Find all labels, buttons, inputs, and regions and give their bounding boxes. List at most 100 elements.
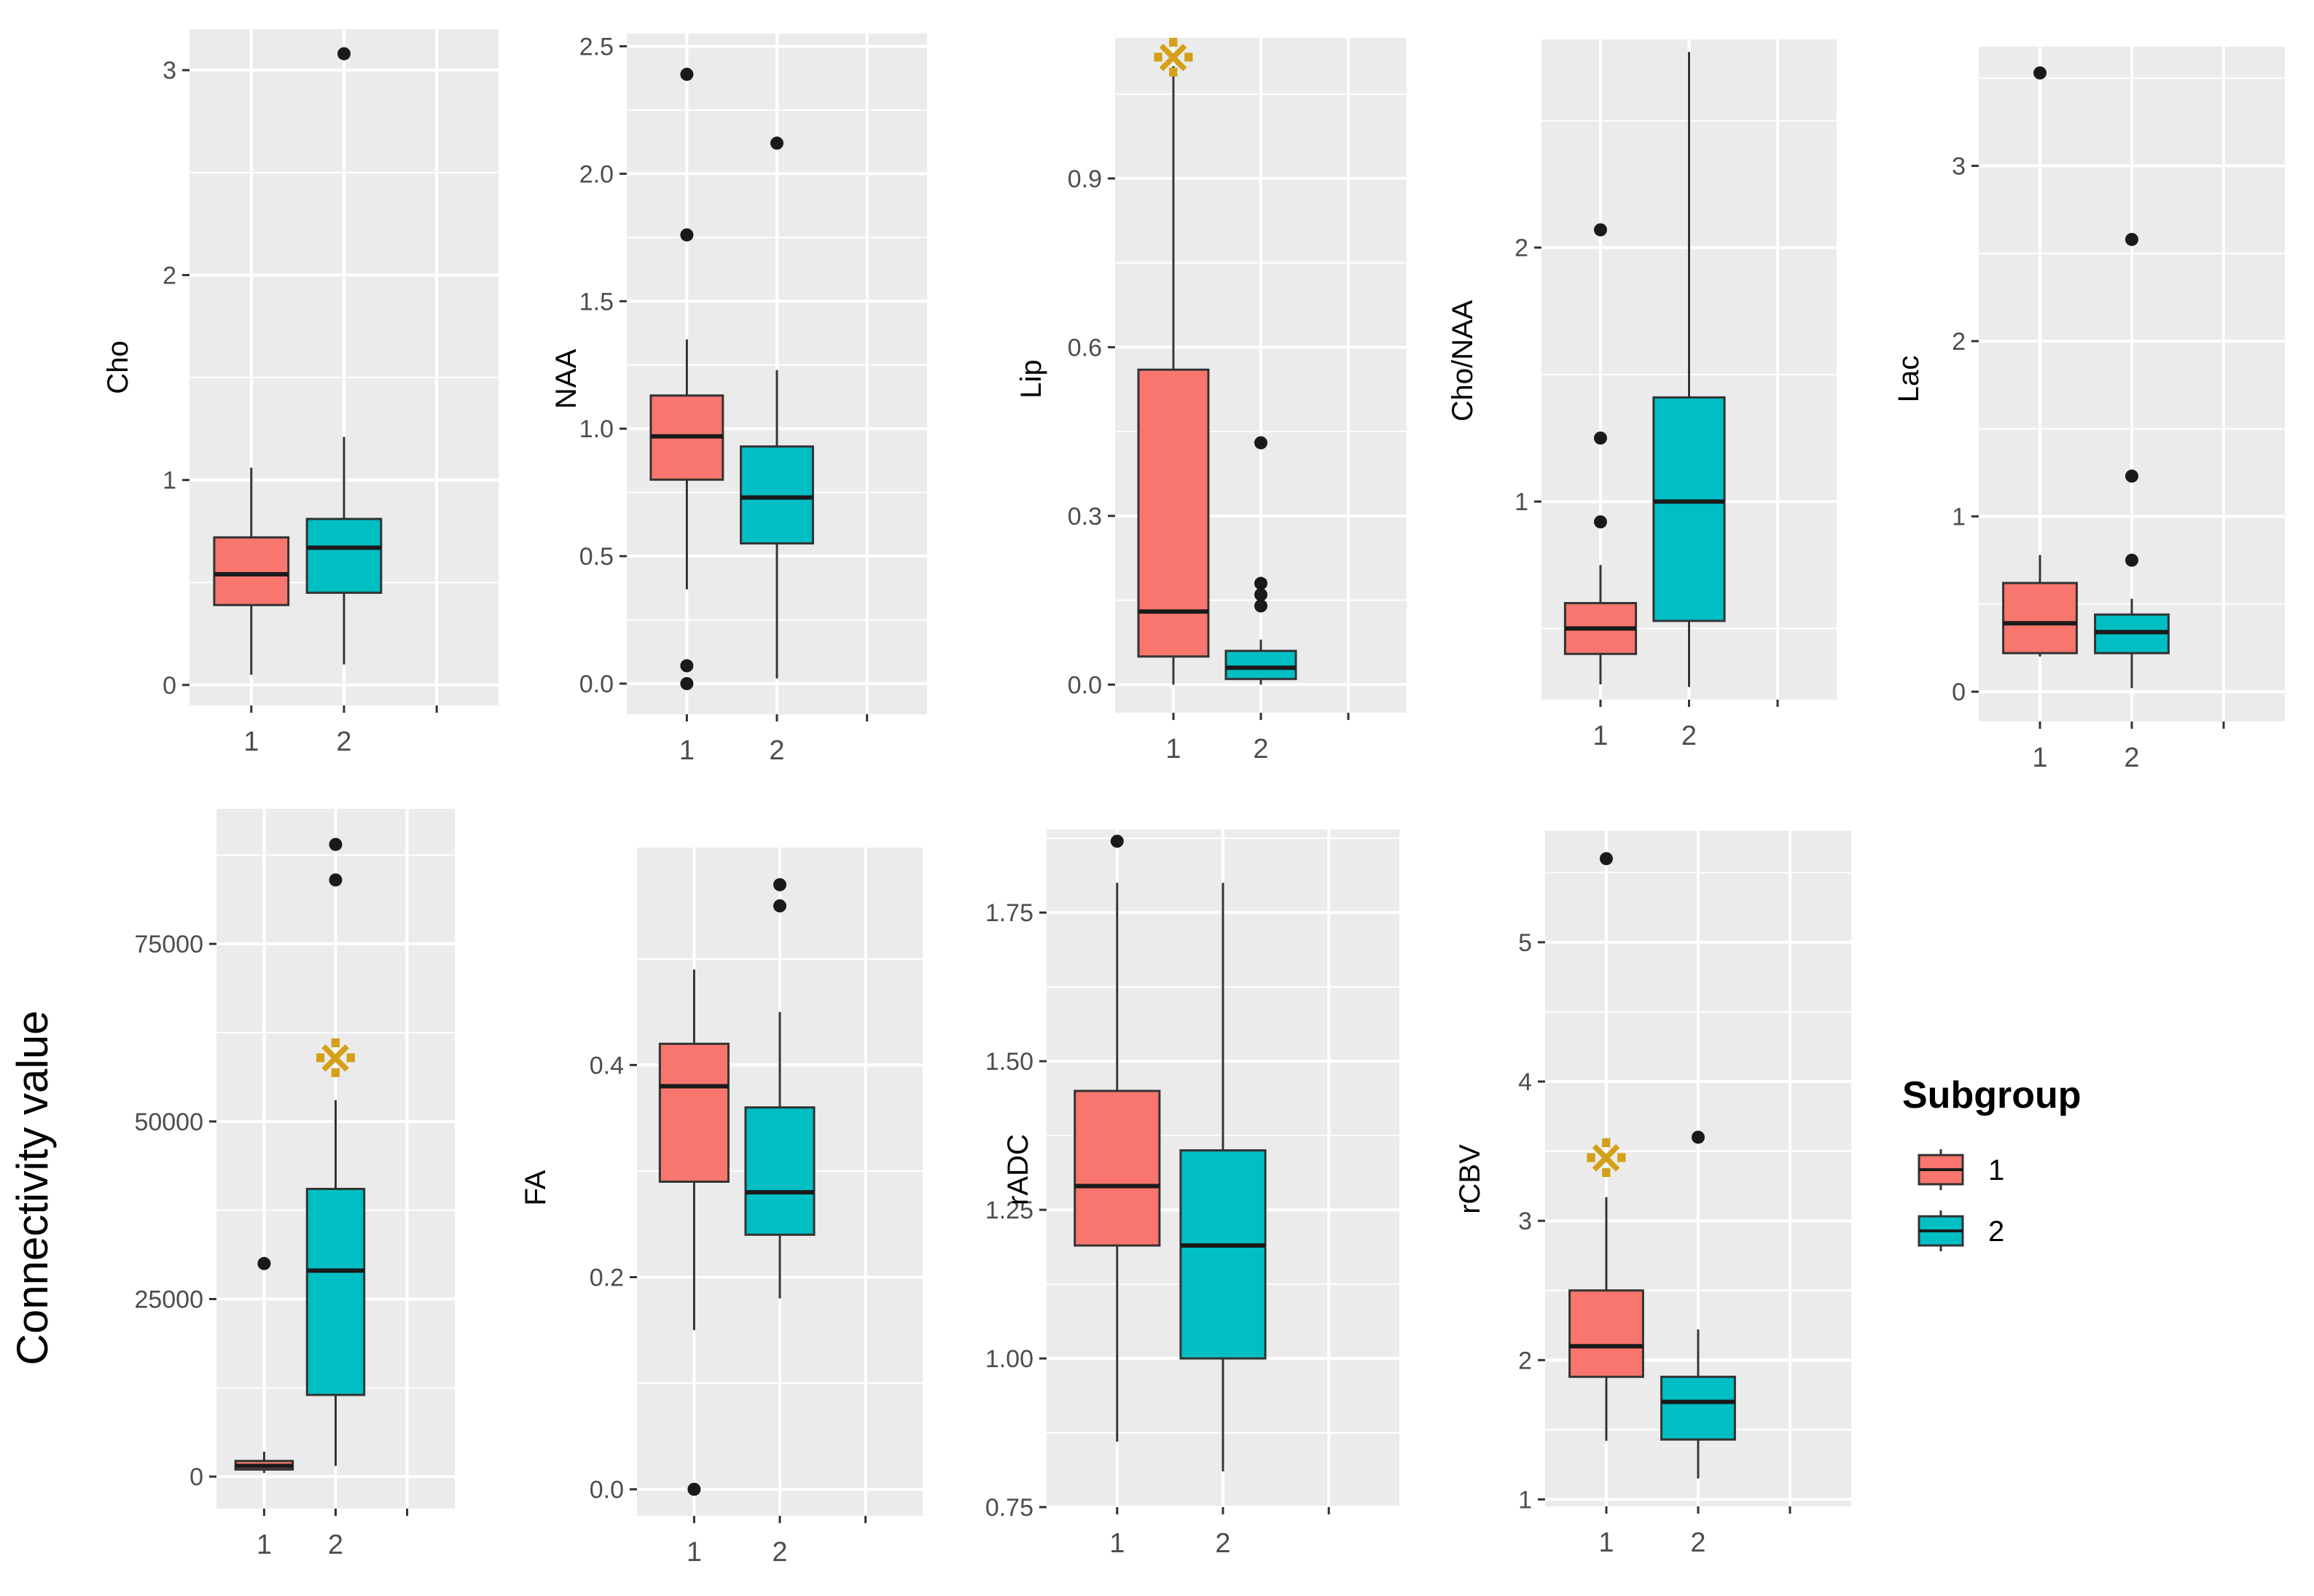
y-tick-label: 2 [1518, 1347, 1532, 1374]
x-tick-label: 1 [1109, 1528, 1125, 1559]
box-iqr [740, 445, 814, 545]
legend-label: 2 [1988, 1216, 2004, 1248]
box-group-2 [1660, 1130, 1736, 1479]
y-tick-label: 25000 [134, 1286, 203, 1313]
x-tick-label: 1 [679, 735, 695, 766]
outlier-point [2125, 553, 2138, 567]
y-tick-label: 0 [163, 672, 176, 700]
y-tick-label: 3 [1952, 153, 1966, 181]
y-axis-title: rCBV [1454, 1144, 1486, 1214]
y-tick-label: 0 [1952, 678, 1966, 706]
x-tick-label: 2 [1253, 734, 1268, 764]
outlier-point [1594, 431, 1607, 445]
legend-title: Subgroup [1902, 1074, 2082, 1116]
x-tick-label: 2 [1681, 721, 1697, 751]
legend-key-2 [1918, 1210, 1964, 1251]
box-iqr [1074, 1090, 1161, 1247]
y-tick-label: 0.9 [1068, 165, 1102, 193]
outlier-point [1692, 1130, 1705, 1144]
y-tick-label: 1.25 [985, 1197, 1033, 1224]
x-tick-label: 1 [257, 1530, 272, 1560]
boxplot-panel-1: 0 1 2 3 1 2 Cho [102, 29, 499, 757]
x-tick-label: 1 [2032, 743, 2047, 773]
outlier-point [770, 136, 783, 150]
y-tick-label: 0.0 [1068, 671, 1102, 699]
outlier-point [1254, 436, 1267, 450]
y-axis-title: NAA [550, 349, 582, 410]
outlier-point [680, 677, 694, 691]
y-axis-title: Cho [102, 340, 134, 394]
legend-key-1 [1918, 1149, 1964, 1190]
x-tick-label: 1 [1165, 734, 1181, 764]
outlier-point [1254, 599, 1267, 613]
box-group-1 [649, 67, 724, 691]
outlier-point [1254, 576, 1267, 590]
box-group-2 [305, 47, 383, 665]
y-tick-label: 1 [1952, 504, 1966, 531]
outlier-point [1110, 834, 1124, 848]
box-group-1 [213, 467, 290, 675]
outlier-point [1594, 515, 1607, 529]
y-tick-label: 3 [163, 57, 176, 85]
box-group-1 [658, 969, 730, 1496]
y-tick-label: 3 [1518, 1208, 1532, 1235]
significance-marker: ※ [1584, 1135, 1629, 1189]
outlier-point [687, 1482, 701, 1496]
y-tick-label: 1.0 [579, 415, 614, 443]
y-tick-label: 0.4 [590, 1052, 624, 1079]
y-axis-title: rADC [1002, 1134, 1034, 1205]
outlier-point [337, 47, 351, 60]
y-tick-label: 2.5 [579, 33, 614, 60]
box-iqr [305, 517, 383, 594]
outlier-point [1594, 223, 1607, 237]
boxplot-panel-3: 0.0 0.3 0.6 0.9 1 2 ※ Lip [1015, 34, 1407, 764]
x-tick-label: 2 [1215, 1528, 1230, 1559]
box-group-2 [305, 837, 366, 1466]
significance-marker: ※ [1151, 34, 1196, 88]
y-tick-label: 1.75 [985, 899, 1033, 927]
box-iqr [1137, 368, 1210, 658]
boxplot-panel-6: 0 25000 50000 75000 1 2 ※ Connectivity value [8, 809, 455, 1560]
box-iqr [305, 1187, 366, 1396]
outlier-point [773, 899, 786, 913]
legend: Subgroup 1 2 [1902, 1074, 2082, 1251]
y-tick-label: 1 [163, 467, 176, 495]
y-axis-title: Lip [1015, 359, 1047, 398]
y-tick-label: 0.0 [590, 1476, 624, 1504]
x-tick-label: 2 [328, 1530, 343, 1560]
box-group-1 [1568, 852, 1644, 1442]
box-group-2 [740, 136, 814, 679]
box-iqr [658, 1042, 730, 1184]
box-iqr [1179, 1149, 1267, 1360]
outlier-point [329, 837, 343, 851]
boxplot-panel-4: 1 2 1 2 Cho/NAA [1447, 39, 1837, 751]
x-tick-label: 2 [1690, 1527, 1705, 1558]
outlier-point [1254, 587, 1267, 601]
box-iqr [1660, 1375, 1736, 1441]
outlier-point [680, 228, 694, 242]
box-group-1 [1074, 834, 1161, 1442]
box-group-2 [2094, 232, 2170, 689]
box-group-2 [744, 877, 816, 1299]
y-tick-label: 1.00 [985, 1345, 1033, 1373]
y-tick-label: 1 [1518, 1486, 1532, 1514]
y-tick-label: 2 [1514, 235, 1528, 262]
y-tick-label: 0.2 [590, 1264, 624, 1292]
x-tick-label: 2 [2124, 743, 2139, 773]
y-axis-title: FA [520, 1170, 552, 1205]
boxplot-panel-7: 0.0 0.2 0.4 1 2 FA [520, 848, 923, 1568]
y-axis-title: Lac [1893, 356, 1925, 403]
x-tick-label: 2 [772, 1537, 787, 1568]
box-iqr [1568, 1289, 1644, 1378]
boxplot-panel-2: 0.0 0.5 1.0 1.5 2.0 2.5 1 2 NAA [550, 33, 927, 766]
outlier-point [2125, 232, 2138, 246]
y-tick-label: 0.3 [1068, 503, 1102, 531]
box-group-2 [1179, 883, 1267, 1472]
x-tick-label: 1 [1592, 721, 1608, 751]
box-group-1 [234, 1256, 294, 1474]
y-tick-label: 0.0 [579, 670, 614, 698]
y-tick-label: 2 [1952, 328, 1966, 356]
boxplot-panel-9: 1 2 3 4 5 1 2 ※ rCBV [1454, 831, 1851, 1558]
y-tick-label: 2.0 [579, 160, 614, 188]
